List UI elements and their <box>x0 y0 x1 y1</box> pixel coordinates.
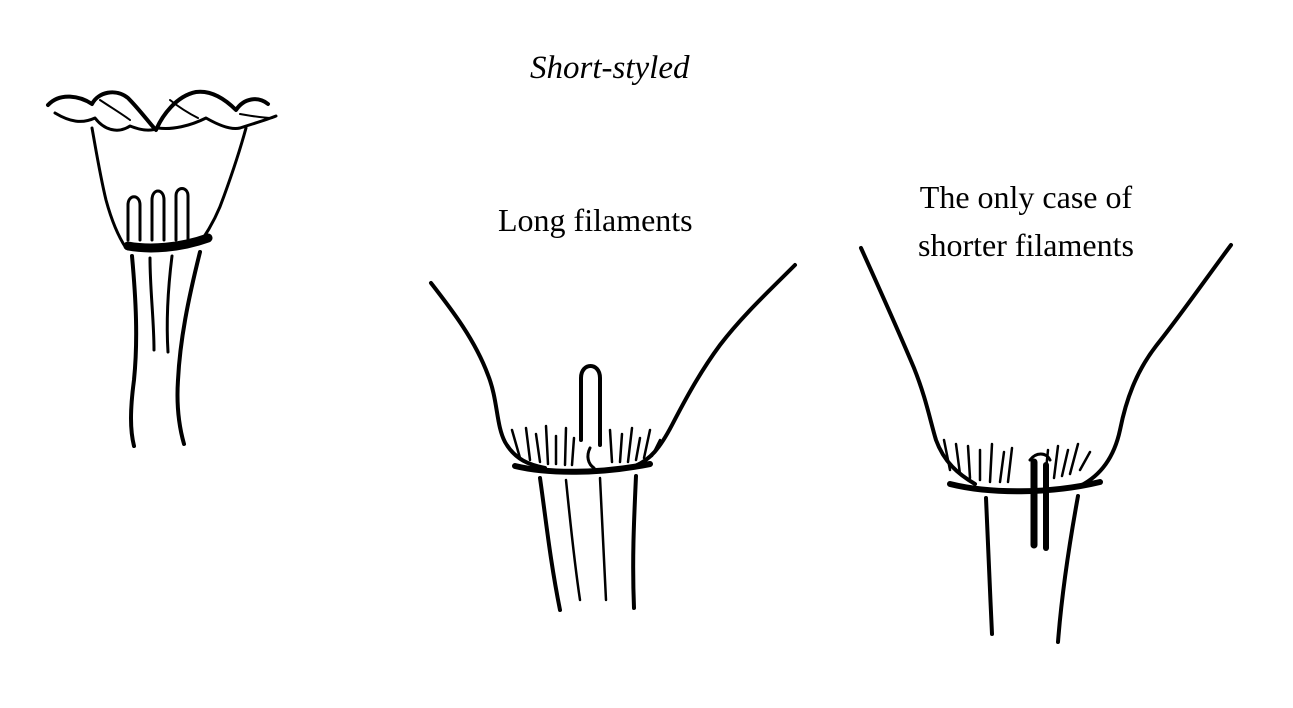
long-filaments-label: Long filaments <box>498 202 693 238</box>
shorter-filaments-drawing <box>859 243 1233 644</box>
shorter-filaments-label-line1: The only case of <box>919 179 1133 215</box>
figure-title: Short-styled <box>530 50 690 86</box>
long-filaments-drawing <box>429 263 797 612</box>
shorter-filaments-label-line2: shorter filaments <box>918 227 1134 263</box>
shorter-filaments-label: The only case of shorter filaments <box>918 173 1134 269</box>
whole-flower-drawing <box>46 89 278 448</box>
